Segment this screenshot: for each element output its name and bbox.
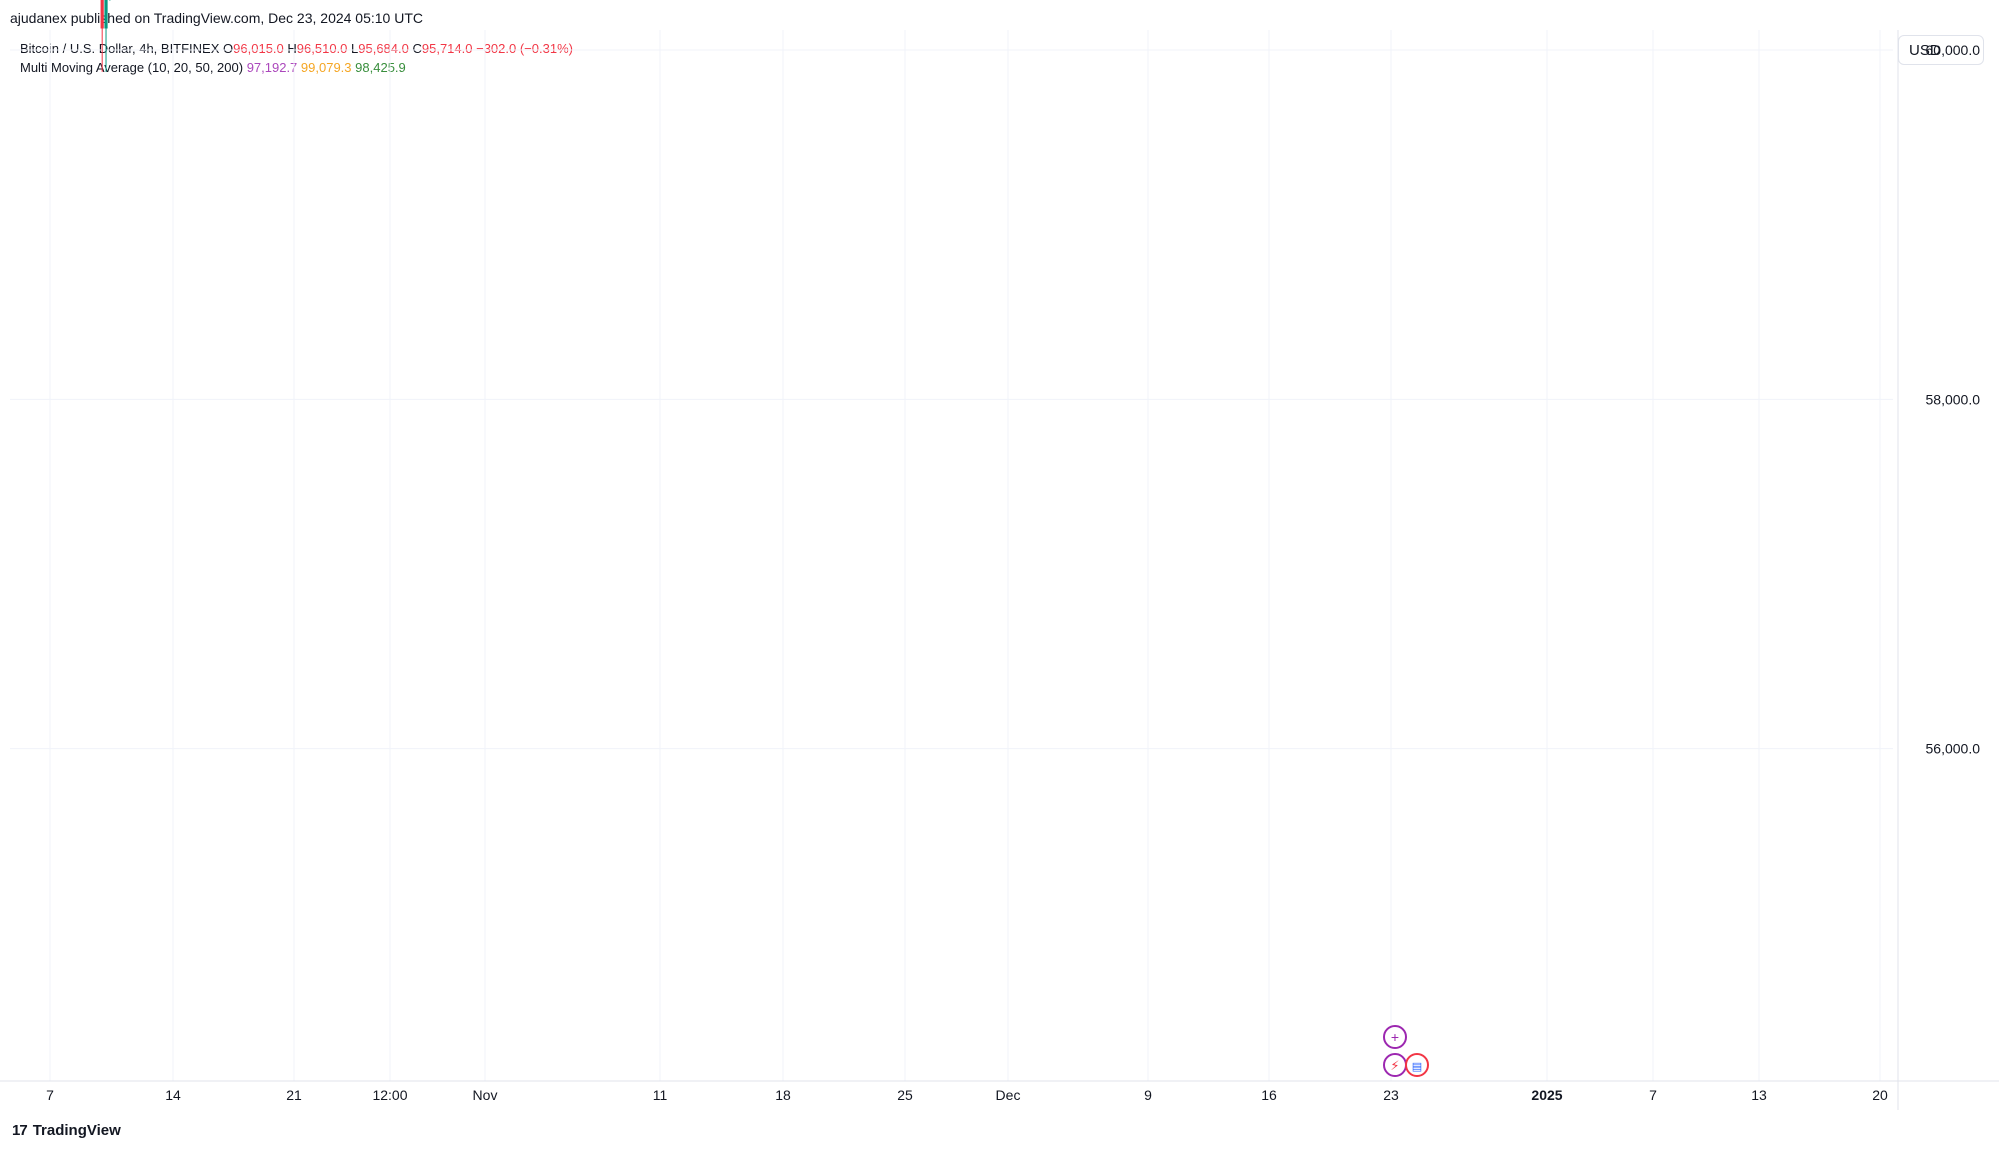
y-tick-label: 58,000.0 <box>1926 391 1981 407</box>
currency-button[interactable]: USD <box>1898 35 1984 65</box>
indicator-name: Multi Moving Average (10, 20, 50, 200) <box>20 60 244 75</box>
x-tick-label: Dec <box>996 1087 1021 1103</box>
flag-icon-glyph: ▤ <box>1412 1061 1422 1073</box>
y-tick-label: 60,000.0 <box>1926 42 1981 58</box>
x-tick-label: 25 <box>897 1087 913 1103</box>
x-tick-label: 16 <box>1261 1087 1277 1103</box>
x-tick-label: 7 <box>1649 1087 1657 1103</box>
time-axis[interactable]: 7 14 21 12:00 Nov 11 18 25 Dec 9 16 23 2025 7 13 20 <box>0 1080 1999 1103</box>
lightning-icon-glyph: ⚡ <box>1390 1058 1399 1073</box>
event-icon <box>1383 1025 1407 1049</box>
close-value: 95,714.0 <box>421 41 473 56</box>
change-value: −302.0 (−0.31%) <box>476 41 573 56</box>
x-tick-label: 14 <box>165 1087 181 1103</box>
low-value: 95,684.0 <box>358 41 409 56</box>
tradingview-logo-text: TradingView <box>32 1122 121 1139</box>
x-tick-label: 18 <box>775 1087 791 1103</box>
grid <box>10 30 1893 1081</box>
candlestick-series <box>100 0 111 72</box>
symbol-ohlc-legend: Bitcoin / U.S. Dollar, 4h, BITFINEX O96,… <box>20 41 573 56</box>
symbol-name: Bitcoin / U.S. Dollar, 4h, BITFINEX <box>20 41 220 56</box>
close-label: C <box>412 41 422 56</box>
price-axis[interactable]: 56,000.058,000.060,000.062,000.064,000.0… <box>1897 0 1984 1110</box>
x-tick-label: Nov <box>473 1087 498 1103</box>
publisher-line: ajudanex published on TradingView.com, D… <box>10 10 424 26</box>
high-value: 96,510.0 <box>296 41 348 56</box>
event-icon-glyph: + <box>1391 1029 1399 1045</box>
x-tick-label: 20 <box>1872 1087 1888 1103</box>
currency-label: USD <box>1909 41 1941 59</box>
ma20-value: 99,079.3 <box>300 60 352 75</box>
tradingview-logo[interactable]: 17 TradingView <box>12 1122 121 1139</box>
x-tick-label: 11 <box>653 1087 668 1103</box>
open-label: O <box>223 41 234 56</box>
ma10-value: 97,192.7 <box>246 60 298 75</box>
x-tick-label: 7 <box>46 1087 54 1103</box>
indicator-legend: Multi Moving Average (10, 20, 50, 200) 9… <box>20 60 406 75</box>
x-tick-label: 23 <box>1383 1087 1399 1103</box>
event-icons[interactable]: + ⚡ ▤ <box>1383 1025 1429 1077</box>
x-tick-label: 9 <box>1144 1087 1152 1103</box>
low-label: L <box>351 41 359 56</box>
x-tick-label: 12:00 <box>372 1087 407 1103</box>
candle-body <box>100 0 104 29</box>
tradingview-logo-icon: 17 <box>12 1122 28 1139</box>
x-tick-label: 13 <box>1751 1087 1767 1103</box>
flag-icon <box>1405 1053 1429 1077</box>
open-value: 96,015.0 <box>233 41 284 56</box>
x-tick-label: 2025 <box>1531 1087 1562 1103</box>
x-tick-label: 21 <box>286 1087 302 1103</box>
y-tick-label: 56,000.0 <box>1926 741 1981 757</box>
candle-body <box>104 0 108 29</box>
high-label: H <box>287 41 297 56</box>
ma50-value: 98,425.9 <box>355 60 406 75</box>
